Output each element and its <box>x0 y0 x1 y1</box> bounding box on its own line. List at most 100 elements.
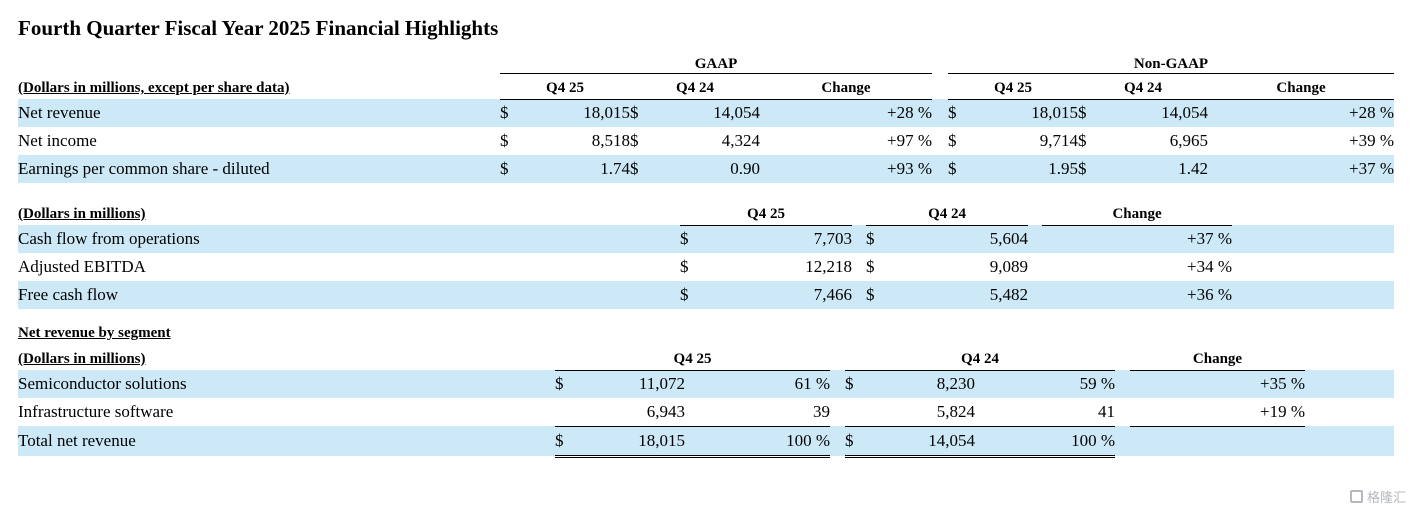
q4-24-value: 5,604 <box>989 229 1029 249</box>
segment-revenue-table: (Dollars in millions) Q4 25 Q4 24 Change… <box>18 344 1394 458</box>
non-gaap-q4-24-value: 1.42 <box>1178 159 1208 178</box>
gap-cell <box>1115 398 1130 426</box>
gaap-q4-25-value: 18,015 <box>583 103 630 123</box>
label-column-header: (Dollars in millions) <box>18 351 146 367</box>
non-gaap-q4-24-value: 14,054 <box>1161 103 1208 123</box>
q4-24-value: 8,230 <box>936 374 975 394</box>
q4-25-percent: 39 <box>685 398 830 427</box>
filler-cell <box>1232 225 1394 253</box>
column-header-change: Change <box>1042 199 1233 226</box>
gap-cell <box>1028 281 1042 309</box>
gaap-change-value: +28 % <box>887 103 932 123</box>
gaap-q4-25-value: 1.74 <box>600 159 630 178</box>
gap-cell <box>830 398 845 426</box>
currency-symbol: $ <box>500 103 509 123</box>
total-row: Total net revenue $ 18,015 100 % $ 14,05… <box>18 426 1394 458</box>
currency-symbol: $ <box>845 426 873 458</box>
currency-symbol: $ <box>500 131 509 150</box>
table-row: Cash flow from operations $ 7,703 $ 5,60… <box>18 225 1395 253</box>
row-label: Semiconductor solutions <box>18 374 187 393</box>
filler-cell <box>1232 199 1394 225</box>
non-gaap-change-value: +37 % <box>1349 159 1395 178</box>
filler-cell <box>1232 281 1394 309</box>
financial-highlights-page: Fourth Quarter Fiscal Year 2025 Financia… <box>0 16 1414 512</box>
non-gaap-q4-25-value: 9,714 <box>1039 131 1078 150</box>
currency-symbol <box>555 398 583 427</box>
gap-cell <box>852 253 866 281</box>
column-header-change: Change <box>1130 344 1305 371</box>
gap-cell <box>852 225 866 253</box>
currency-symbol: $ <box>948 131 957 150</box>
total-q4-25-value: 18,015 <box>583 426 685 458</box>
column-header-change: Change <box>760 73 932 100</box>
group-header-row: GAAP Non-GAAP <box>18 51 1395 74</box>
row-label: Infrastructure software <box>18 402 174 421</box>
q4-25-value: 6,943 <box>583 398 685 427</box>
currency-symbol: $ <box>866 257 875 276</box>
change-value: +37 % <box>1187 229 1233 249</box>
q4-25-value: 12,218 <box>805 257 853 276</box>
currency-symbol: $ <box>680 257 689 276</box>
q4-25-value: 11,072 <box>638 374 685 394</box>
q4-25-percent: 61 % <box>794 374 830 394</box>
column-header-q4-24: Q4 24 <box>845 344 1115 371</box>
table-row: Net income $ 8,518 $ 4,324 +97 % $ 9,714… <box>18 127 1394 155</box>
column-header-q4-25: Q4 25 <box>500 73 630 100</box>
row-label: Earnings per common share - diluted <box>18 159 270 178</box>
q4-24-value: 9,089 <box>989 257 1029 276</box>
currency-symbol: $ <box>630 131 639 150</box>
gelonghui-watermark: 格隆汇 <box>1349 487 1406 506</box>
watermark-text: 格隆汇 <box>1366 491 1406 506</box>
gap-cell <box>852 199 866 225</box>
gap-cell <box>932 155 948 183</box>
column-header-row: (Dollars in millions) Q4 25 Q4 24 Change <box>18 199 1394 226</box>
gaap-group-header: GAAP <box>500 51 932 74</box>
column-header-row: (Dollars in millions) Q4 25 Q4 24 Change <box>18 344 1394 371</box>
change-value: +34 % <box>1187 257 1233 276</box>
non-gaap-q4-25-value: 1.95 <box>1048 159 1078 178</box>
q4-24-percent: 59 % <box>1079 374 1115 394</box>
gap-cell <box>1115 370 1130 398</box>
currency-symbol: $ <box>1078 159 1087 178</box>
q4-24-percent: 41 <box>975 398 1115 427</box>
label-column-header: (Dollars in millions) <box>18 206 146 222</box>
total-q4-24-value: 14,054 <box>873 426 975 458</box>
currency-symbol: $ <box>845 374 854 394</box>
gaap-change-value: +93 % <box>887 159 932 178</box>
empty-cell <box>18 51 500 73</box>
table-row: Free cash flow $ 7,466 $ 5,482 +36 % <box>18 281 1395 309</box>
table-row: Adjusted EBITDA $ 12,218 $ 9,089 +34 % <box>18 253 1394 281</box>
column-header-change: Change <box>1208 73 1395 100</box>
table-row: Earnings per common share - diluted $ 1.… <box>18 155 1395 183</box>
gap-cell <box>1115 344 1130 370</box>
gaap-change-value: +97 % <box>887 131 932 150</box>
gap-cell <box>852 281 866 309</box>
q4-25-value: 7,703 <box>813 229 853 249</box>
currency-symbol: $ <box>948 159 957 178</box>
gaap-q4-25-value: 8,518 <box>591 131 630 150</box>
empty-change-cell <box>1130 426 1305 456</box>
change-value: +36 % <box>1187 285 1233 304</box>
currency-symbol <box>845 398 873 427</box>
segment-section-title: Net revenue by segment <box>18 325 171 341</box>
currency-symbol: $ <box>1078 131 1087 150</box>
column-header-q4-25: Q4 25 <box>948 73 1078 100</box>
q4-24-value: 5,482 <box>989 285 1029 304</box>
label-column-header: (Dollars in millions, except per share d… <box>18 80 290 96</box>
filler-cell <box>1305 370 1394 398</box>
currency-symbol: $ <box>555 374 564 394</box>
non-gaap-group-header: Non-GAAP <box>948 51 1395 74</box>
column-header-q4-24: Q4 24 <box>630 73 760 100</box>
gap-cell <box>1028 199 1042 225</box>
currency-symbol: $ <box>866 285 875 304</box>
table-row: Infrastructure software 6,943 39 5,824 4… <box>18 398 1394 427</box>
row-label: Net income <box>18 131 97 150</box>
gap-cell <box>932 127 948 155</box>
gap-cell <box>830 370 845 398</box>
page-title: Fourth Quarter Fiscal Year 2025 Financia… <box>18 16 499 40</box>
filler-cell <box>1305 398 1394 426</box>
filler-cell <box>1305 426 1394 456</box>
cash-flow-table: (Dollars in millions) Q4 25 Q4 24 Change… <box>18 199 1395 309</box>
currency-symbol: $ <box>630 159 639 178</box>
currency-symbol: $ <box>630 103 639 123</box>
